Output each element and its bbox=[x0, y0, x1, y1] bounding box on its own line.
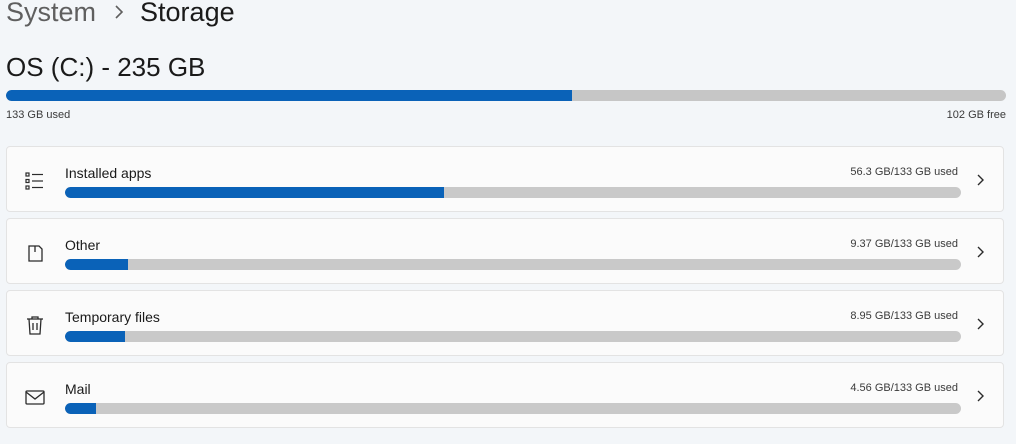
category-usage-fill bbox=[65, 331, 126, 342]
chevron-right-icon bbox=[974, 389, 986, 403]
category-usage-fill bbox=[65, 187, 444, 198]
document-icon bbox=[24, 242, 46, 264]
category-size: 4.56 GB/133 GB used bbox=[850, 382, 958, 394]
chevron-right-icon bbox=[974, 245, 986, 259]
category-temporary-files[interactable]: Temporary files 8.95 GB/133 GB used bbox=[6, 290, 1004, 356]
breadcrumb-chevron-icon bbox=[114, 4, 124, 20]
trash-icon bbox=[24, 314, 46, 336]
category-mail[interactable]: Mail 4.56 GB/133 GB used bbox=[6, 362, 1004, 428]
drive-usage-fill bbox=[6, 90, 572, 101]
list-icon bbox=[24, 170, 46, 192]
breadcrumb-system-link[interactable]: System bbox=[6, 0, 97, 27]
breadcrumb: System Storage bbox=[6, 0, 235, 30]
drive-used-label: 133 GB used bbox=[6, 109, 71, 121]
category-label: Temporary files bbox=[65, 309, 160, 325]
category-usage-fill bbox=[65, 403, 96, 414]
category-size: 8.95 GB/133 GB used bbox=[850, 310, 958, 322]
drive-free-label: 102 GB free bbox=[946, 109, 1006, 121]
category-label: Other bbox=[65, 237, 101, 253]
chevron-right-icon bbox=[974, 173, 986, 187]
category-usage-bar bbox=[65, 403, 961, 414]
category-size: 9.37 GB/133 GB used bbox=[850, 238, 958, 250]
category-size: 56.3 GB/133 GB used bbox=[850, 166, 958, 178]
category-installed-apps[interactable]: Installed apps 56.3 GB/133 GB used bbox=[6, 146, 1004, 212]
category-label: Mail bbox=[65, 381, 91, 397]
category-usage-bar bbox=[65, 331, 961, 342]
category-label: Installed apps bbox=[65, 165, 152, 181]
chevron-right-icon bbox=[974, 317, 986, 331]
category-usage-bar bbox=[65, 187, 961, 198]
page-title: Storage bbox=[140, 0, 235, 27]
category-usage-bar bbox=[65, 259, 961, 270]
drive-usage-bar bbox=[6, 90, 1006, 101]
drive-title: OS (C:) - 235 GB bbox=[6, 52, 206, 82]
category-usage-fill bbox=[65, 259, 129, 270]
mail-icon bbox=[24, 386, 46, 408]
category-other[interactable]: Other 9.37 GB/133 GB used bbox=[6, 218, 1004, 284]
